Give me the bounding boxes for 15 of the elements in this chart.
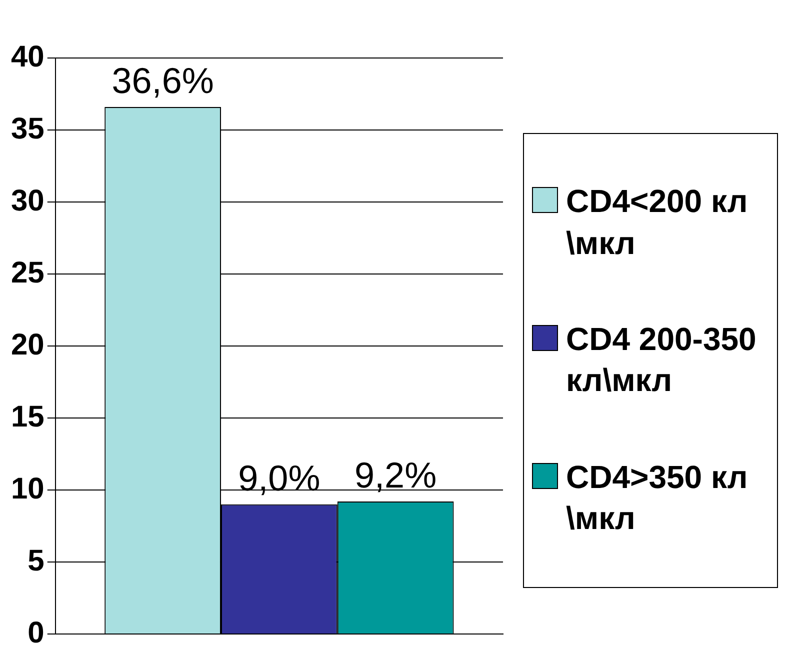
data-label: 9,2% <box>354 454 437 496</box>
y-tick-label: 0 <box>28 616 44 650</box>
y-tick-label: 20 <box>10 328 44 362</box>
y-tick-label: 30 <box>10 184 44 218</box>
legend-label: CD4>350 кл\мкл <box>566 458 749 538</box>
y-tick-label: 15 <box>10 400 44 434</box>
y-tick-label: 5 <box>28 544 44 578</box>
y-tick-label: 25 <box>10 256 44 290</box>
data-label: 36,6% <box>112 60 214 101</box>
legend-label: CD4 200-350кл\мкл <box>566 320 758 400</box>
y-tick-label: 10 <box>10 472 44 506</box>
y-tick-label: 40 <box>10 40 44 74</box>
y-tick-label: 35 <box>10 112 44 146</box>
legend-label: CD4<200 кл\мкл <box>566 182 749 263</box>
data-label: 9,0% <box>238 457 320 498</box>
